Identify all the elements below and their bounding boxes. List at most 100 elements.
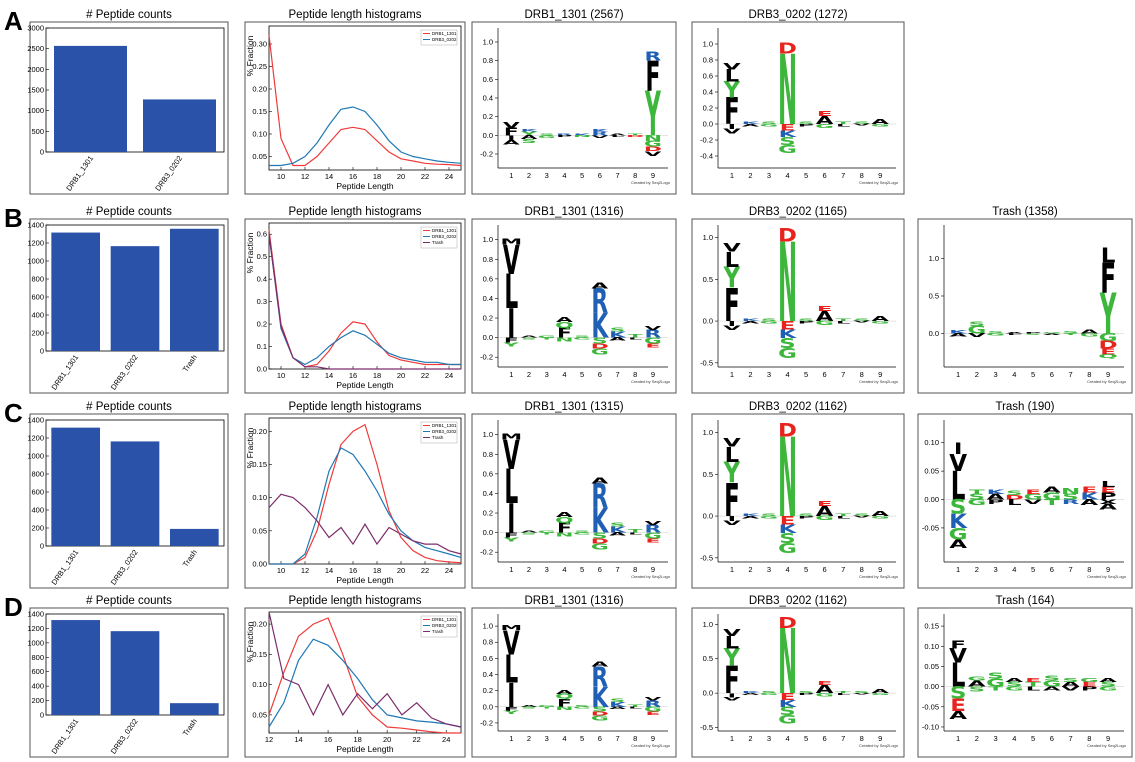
x-tick-label: 1 bbox=[956, 734, 960, 743]
x-tick-label: 5 bbox=[1031, 370, 1035, 379]
y-tick-label: 0.0 bbox=[703, 689, 713, 698]
logo-letter: V bbox=[503, 237, 520, 284]
x-tick-label: 10 bbox=[277, 566, 285, 575]
y-tick-label: 1000 bbox=[27, 257, 44, 266]
x-tick-label: 6 bbox=[1050, 734, 1054, 743]
logo-letter: E bbox=[950, 695, 966, 715]
plot-area bbox=[268, 25, 462, 171]
logo-letter: A bbox=[816, 683, 834, 696]
logo-letter: G bbox=[986, 333, 1005, 337]
seq2logo-credit: Created by Seq2Logo bbox=[859, 574, 899, 579]
x-tick-label: 12 bbox=[265, 735, 273, 744]
logo-letter: V bbox=[723, 696, 741, 701]
logo-letter: G bbox=[644, 336, 662, 345]
y-tick-label: 0.05 bbox=[924, 662, 939, 671]
logo-letter: E bbox=[1081, 680, 1097, 688]
x-tick-label: 22 bbox=[421, 172, 429, 181]
legend-label: DRB1_1301 bbox=[432, 31, 457, 36]
y-tick-label: 0.4 bbox=[483, 489, 493, 498]
sequence-logo: DRB1_1301 (1316) -0.2 0.0 0.2 0.4 0.6 0.8 1.0 1 I… bbox=[471, 206, 677, 394]
chart-title: DRB3_0202 (1162) bbox=[749, 401, 847, 413]
y-tick-label: -0.2 bbox=[480, 718, 493, 727]
y-tick-label: 0.30 bbox=[252, 40, 267, 49]
y-tick-label: 0.6 bbox=[257, 230, 267, 239]
bar bbox=[170, 528, 219, 546]
logo-letter: L bbox=[504, 648, 518, 692]
logo-letter: S bbox=[761, 513, 777, 517]
y-tick-label: 0.0 bbox=[483, 702, 493, 711]
logo-letter: F bbox=[724, 278, 740, 332]
x-tick-label: DRB3_0202 bbox=[109, 353, 140, 392]
x-tick-label: 4 bbox=[1012, 734, 1016, 743]
x-tick-label: 9 bbox=[878, 370, 882, 379]
x-tick-label: 6 bbox=[1050, 370, 1054, 379]
y-tick-label: 1200 bbox=[27, 624, 44, 633]
logo-letter: F bbox=[724, 92, 740, 134]
logo-letter: N bbox=[778, 220, 797, 347]
logo-letter: A bbox=[1062, 680, 1081, 688]
chart-title: # Peptide counts bbox=[86, 595, 172, 607]
legend-label: Trash bbox=[432, 435, 444, 440]
logo-letter: S bbox=[798, 690, 814, 693]
panel-frame bbox=[29, 218, 229, 394]
logo-letter: G bbox=[815, 123, 834, 129]
logo-letter: A bbox=[503, 139, 521, 147]
x-tick-label: 6 bbox=[823, 171, 827, 180]
y-tick-label: 0.8 bbox=[483, 255, 493, 264]
y-tick-label: 0.5 bbox=[703, 654, 713, 663]
x-tick-label: 2 bbox=[527, 734, 531, 743]
logo-letter: P bbox=[1025, 332, 1042, 334]
x-tick-label: 2 bbox=[748, 734, 752, 743]
x-tick-label: 5 bbox=[804, 171, 808, 180]
x-tick-label: 14 bbox=[294, 735, 302, 744]
logo-letter: E bbox=[1100, 486, 1116, 495]
logo-letter: G bbox=[871, 693, 890, 696]
logo-letter: S bbox=[779, 135, 795, 148]
logo-letter: E bbox=[817, 499, 833, 507]
logo-letter: R bbox=[591, 661, 608, 693]
logo-letter: A bbox=[949, 709, 967, 722]
logo-letter: V bbox=[949, 645, 967, 668]
logo-letter: G bbox=[760, 320, 779, 324]
y-tick-label: 0.5 bbox=[703, 470, 713, 479]
y-tick-label: 800 bbox=[31, 470, 44, 479]
logo-letter: S bbox=[539, 133, 555, 136]
x-tick-label: 4 bbox=[562, 370, 566, 379]
logo-letter: L bbox=[951, 655, 966, 694]
seq2logo-credit: Created by Seq2Logo bbox=[1087, 743, 1127, 748]
y-tick-label: -0.10 bbox=[922, 722, 939, 731]
series-line bbox=[268, 234, 461, 370]
logo-letter: Q bbox=[1098, 353, 1118, 359]
logo-letter: D bbox=[1099, 339, 1118, 351]
logo-letter: F bbox=[504, 336, 519, 344]
x-tick-label: 3 bbox=[767, 370, 771, 379]
logo-letter: N bbox=[1061, 487, 1080, 496]
x-tick-label: 1 bbox=[730, 565, 734, 574]
y-axis-label: % Fraction bbox=[245, 621, 255, 662]
line-chart: Peptide length histograms 0.05 0.10 0.15 0.2… bbox=[244, 9, 466, 195]
logo-letter: T bbox=[628, 529, 643, 534]
logo-letter: D bbox=[778, 420, 797, 441]
logo-letter: F bbox=[724, 659, 740, 703]
x-tick-label: 16 bbox=[324, 735, 332, 744]
logo-letter: P bbox=[798, 693, 815, 696]
panel-frame bbox=[471, 413, 677, 589]
logo-letter: S bbox=[853, 121, 869, 125]
logo-letter: L bbox=[611, 135, 625, 138]
bar-chart: # Peptide counts 0 500 1000 1500 2000 2500 3000… bbox=[27, 9, 229, 195]
logo-letter: K bbox=[742, 690, 762, 693]
logo-letter: E bbox=[817, 680, 833, 686]
y-axis-label: % Fraction bbox=[245, 427, 255, 468]
y-tick-label: 600 bbox=[31, 293, 44, 302]
logo-letter: R bbox=[645, 699, 662, 709]
sequence-logo: DRB3_0202 (1165)-0.50.00.51.01FYLVIV2KA3… bbox=[691, 206, 905, 394]
y-tick-label: 0.10 bbox=[924, 438, 939, 447]
logo-letter: S bbox=[779, 705, 795, 718]
y-tick-label: 600 bbox=[31, 667, 44, 676]
series-line bbox=[269, 106, 462, 167]
x-tick-label: 5 bbox=[580, 370, 584, 379]
x-tick-label: 4 bbox=[1012, 565, 1016, 574]
logo-letter: V bbox=[503, 624, 520, 663]
line-chart: Peptide length histograms 0.00 0.05 0.10 0.1… bbox=[244, 401, 466, 589]
logo-letter: G bbox=[1042, 332, 1061, 334]
